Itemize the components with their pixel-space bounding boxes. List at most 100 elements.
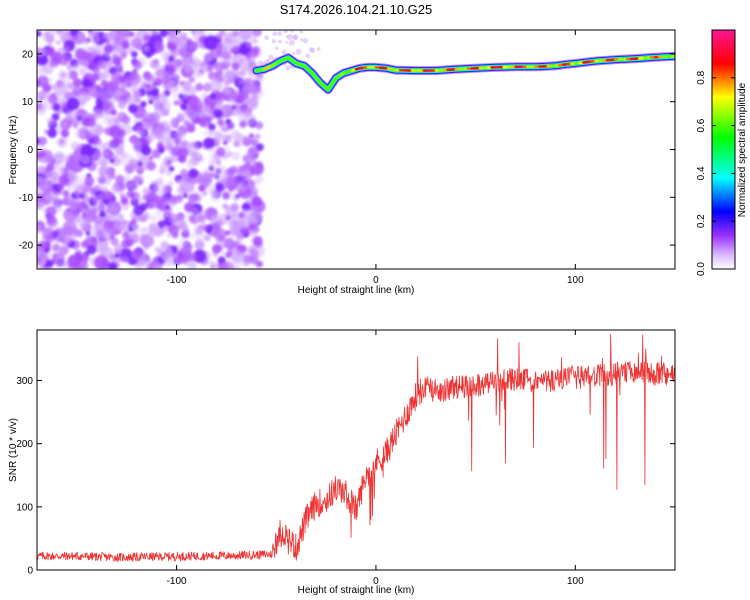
y-tick-label: 300 (16, 376, 33, 387)
noise-blob (80, 175, 86, 181)
noise-blob (178, 93, 184, 99)
noise-blob (38, 136, 48, 146)
noise-blob (248, 133, 255, 139)
noise-blob (80, 154, 91, 165)
noise-blob (88, 138, 94, 144)
noise-blob (233, 219, 242, 228)
noise-blob (155, 68, 164, 78)
noise-blob (92, 208, 98, 214)
noise-blob (249, 48, 260, 58)
noise-blob (249, 155, 257, 163)
noise-blob (82, 195, 91, 204)
noise-blob (208, 123, 216, 131)
noise-blob (233, 241, 241, 248)
noise-blob (128, 103, 138, 114)
noise-blob (224, 230, 231, 236)
spectrogram-ridge-layer (251, 51, 675, 95)
noise-blob (140, 101, 147, 108)
noise-blob (248, 247, 256, 256)
noise-blob (104, 38, 110, 44)
noise-blob (200, 61, 207, 68)
noise-blob (121, 239, 130, 249)
noise-blob (89, 34, 100, 44)
snr-frame (36, 329, 676, 571)
noise-blob (182, 93, 189, 100)
noise-blob (117, 129, 126, 138)
noise-blob (229, 227, 240, 237)
noise-blob (197, 58, 202, 64)
noise-speckle (268, 54, 274, 60)
noise-blob (203, 130, 210, 137)
noise-blob (177, 195, 183, 201)
colorbar: 0.0 0.2 0.4 0.6 0.8 Normalized spectral ampl… (696, 29, 748, 276)
noise-blob (167, 180, 174, 187)
noise-blob (242, 107, 252, 117)
noise-blob (186, 123, 196, 133)
noise-blob (82, 38, 89, 45)
noise-blob (116, 47, 124, 54)
x-tick-label: -100 (167, 576, 187, 587)
noise-blob (147, 230, 156, 240)
noise-blob (240, 223, 247, 230)
noise-blob (64, 113, 73, 121)
noise-blob (151, 216, 157, 223)
noise-blob (94, 151, 101, 158)
noise-blob (52, 253, 58, 259)
noise-blob (252, 38, 258, 44)
noise-blob (157, 220, 166, 229)
noise-speckle (286, 34, 293, 40)
noise-blob (197, 30, 204, 34)
noise-blob (169, 196, 178, 206)
noise-blob (131, 138, 138, 145)
noise-blob (45, 259, 54, 269)
noise-blob (148, 99, 154, 105)
noise-blob (154, 106, 166, 118)
noise-blob (66, 173, 73, 180)
noise-blob (145, 238, 153, 246)
noise-speckle (274, 46, 279, 50)
y-tick-label: -10 (19, 193, 34, 204)
y-tick-label: -20 (19, 241, 34, 252)
noise-blob (37, 30, 42, 37)
noise-blobs (37, 30, 266, 269)
noise-blob (213, 165, 227, 179)
noise-blob (203, 53, 212, 61)
noise-blob (128, 31, 135, 38)
noise-blob (202, 83, 212, 92)
noise-blob (177, 147, 189, 159)
chart-title: S174.2026.104.21.10.G25 (280, 2, 433, 17)
noise-blob (106, 80, 119, 93)
noise-blob (69, 200, 78, 209)
noise-blob (255, 133, 261, 139)
noise-speckle (295, 48, 302, 55)
noise-blob (179, 237, 189, 247)
noise-blob (115, 213, 124, 222)
noise-blob (56, 30, 70, 40)
noise-speckle (285, 40, 289, 44)
noise-blob (145, 133, 155, 142)
noise-blob (59, 245, 69, 256)
y-tick-label: 200 (16, 439, 33, 450)
ridge-hot-segment (271, 62, 278, 68)
noise-blob (178, 178, 184, 185)
noise-blob (142, 121, 150, 129)
noise-blob (118, 86, 125, 93)
noise-blob (66, 97, 80, 111)
noise-blob (121, 40, 130, 50)
noise-blob (120, 193, 126, 199)
noise-speckle (264, 35, 269, 40)
noise-blob (91, 73, 100, 82)
noise-blob (124, 164, 134, 174)
noise-blob (215, 217, 222, 224)
noise-speckle (281, 49, 287, 55)
noise-blob (241, 175, 247, 181)
noise-blob (151, 149, 158, 156)
noise-blob (66, 207, 72, 213)
noise-speckle (292, 51, 296, 56)
noise-blob (158, 147, 165, 154)
noise-blob (58, 99, 67, 108)
noise-blob (168, 120, 177, 129)
noise-blob (181, 246, 192, 257)
noise-blob (94, 108, 105, 119)
